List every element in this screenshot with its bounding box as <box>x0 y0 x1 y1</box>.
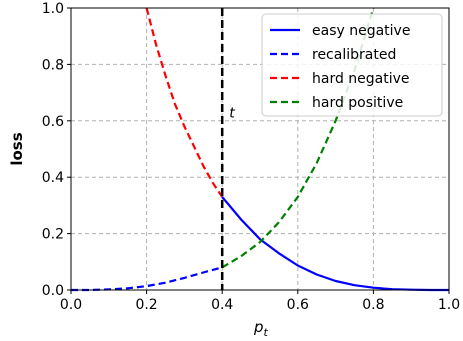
y-tick-label: 0.0 <box>42 283 64 299</box>
threshold-group: t <box>222 8 235 290</box>
series-line-hard-negative <box>147 8 223 197</box>
legend-label: recalibrated <box>312 47 396 63</box>
y-tick-label: 0.8 <box>42 57 64 73</box>
legend: easy negative recalibrated hard negative ha… <box>262 14 442 116</box>
x-axis-label-main: p <box>253 318 264 336</box>
x-tick-label: 0.0 <box>60 297 82 313</box>
y-tick-label: 1.0 <box>42 1 64 17</box>
legend-label: hard negative <box>312 71 410 87</box>
series-line-easy-negative <box>222 197 449 290</box>
x-tick-label: 1.0 <box>438 297 460 313</box>
y-tick-label: 0.6 <box>42 114 64 130</box>
threshold-label: t <box>229 105 235 121</box>
x-axis-label-subscript: t <box>264 326 269 339</box>
x-tick-label: 0.8 <box>362 297 384 313</box>
y-tick-label: 0.2 <box>42 227 64 243</box>
x-tick-label: 0.6 <box>287 297 309 313</box>
y-axis-ticks: 0.0 0.2 0.4 0.6 0.8 1.0 <box>42 1 71 299</box>
legend-label: hard positive <box>312 95 403 111</box>
y-axis-label: loss <box>8 132 26 165</box>
x-tick-label: 0.2 <box>135 297 157 313</box>
x-axis-label: pt <box>253 318 269 339</box>
x-axis-ticks: 0.0 0.2 0.4 0.6 0.8 1.0 <box>60 290 460 313</box>
x-tick-label: 0.4 <box>211 297 233 313</box>
y-tick-label: 0.4 <box>42 170 64 186</box>
legend-label: easy negative <box>312 23 410 39</box>
